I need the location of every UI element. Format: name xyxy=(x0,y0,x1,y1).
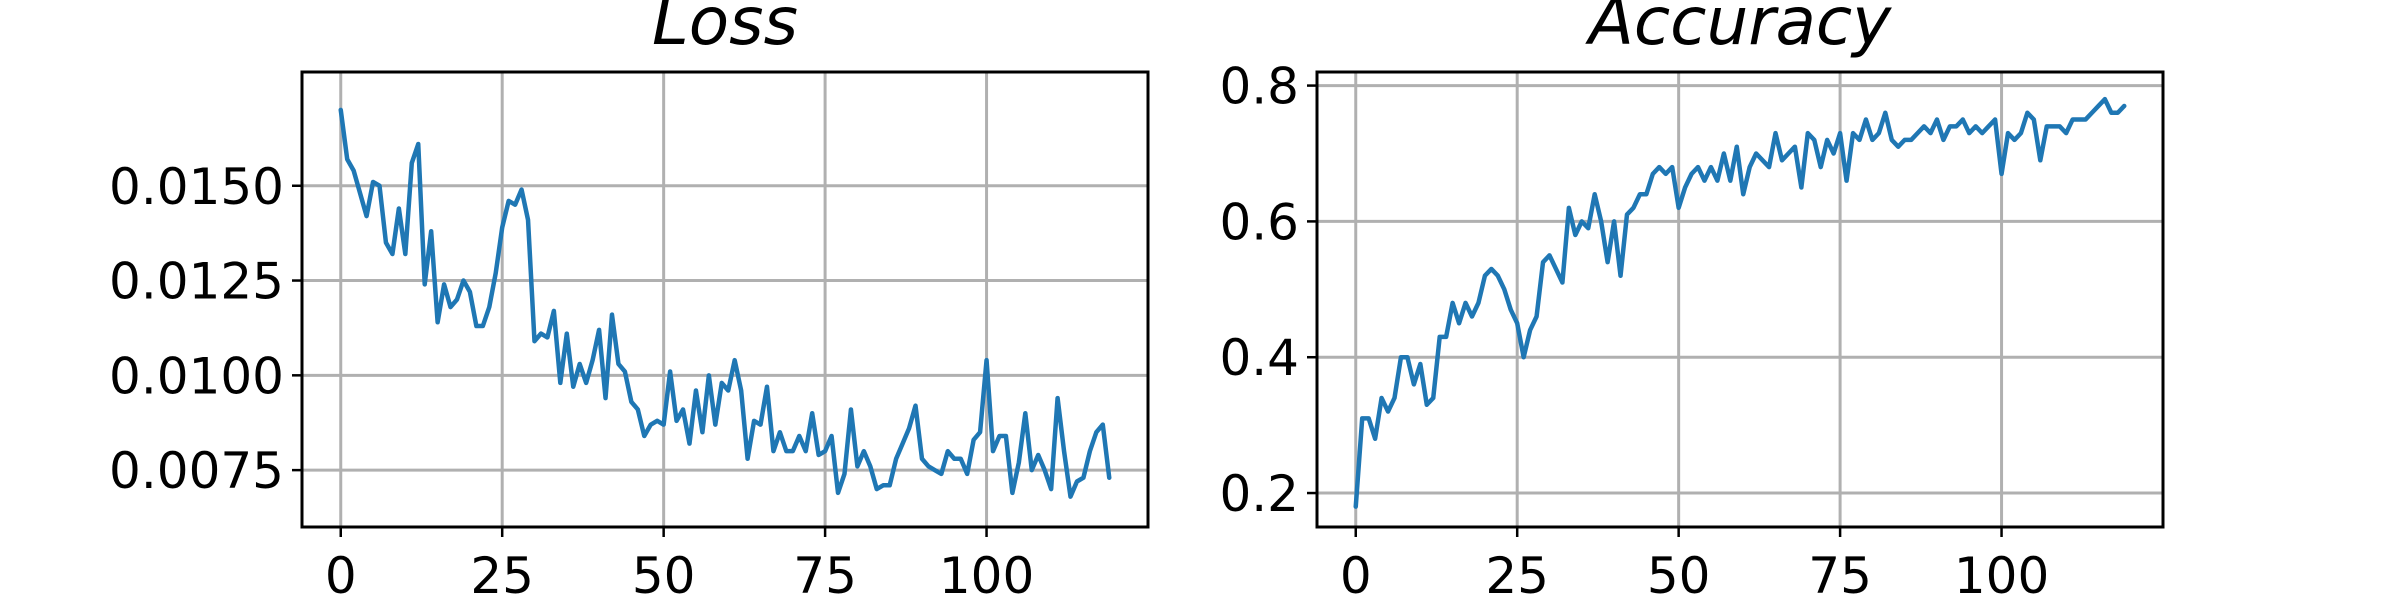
loss-chart-y-axis: 0.0075 0.0100 0.0125 0.0150 xyxy=(109,158,302,500)
loss-chart: Loss 0 25 50 75 100 0.0075 0.0100 0.0125 0.0150 xyxy=(109,0,1150,600)
loss-y-tick-label: 0.0125 xyxy=(109,253,284,311)
loss-chart-frame xyxy=(300,70,1150,529)
accuracy-x-tick-label: 75 xyxy=(1808,547,1872,600)
accuracy-x-tick-label: 0 xyxy=(1340,547,1372,600)
loss-chart-grid xyxy=(302,72,1148,527)
accuracy-chart-frame xyxy=(1315,70,2165,529)
accuracy-y-tick-label: 0.4 xyxy=(1219,329,1299,387)
loss-chart-title: Loss xyxy=(652,0,798,60)
accuracy-chart: Accuracy 0 25 50 75 100 0.2 0.4 0.6 0.8 xyxy=(1219,0,2165,600)
loss-x-tick-label: 25 xyxy=(470,547,534,600)
loss-y-tick-label: 0.0075 xyxy=(109,442,284,500)
accuracy-y-tick-label: 0.6 xyxy=(1219,193,1299,251)
loss-series-line xyxy=(338,107,1112,499)
loss-y-tick-label: 0.0150 xyxy=(109,158,284,216)
accuracy-series-line xyxy=(1353,96,2127,509)
accuracy-x-tick-label: 50 xyxy=(1647,547,1711,600)
accuracy-chart-title: Accuracy xyxy=(1585,0,1892,60)
accuracy-chart-grid xyxy=(1317,72,2163,527)
loss-x-tick-label: 50 xyxy=(632,547,696,600)
accuracy-chart-series xyxy=(1353,96,2127,509)
loss-chart-series xyxy=(338,107,1112,499)
loss-x-tick-label: 75 xyxy=(793,547,857,600)
accuracy-x-tick-label: 25 xyxy=(1485,547,1549,600)
loss-y-tick-label: 0.0100 xyxy=(109,347,284,405)
accuracy-y-tick-label: 0.8 xyxy=(1219,58,1299,116)
loss-chart-x-axis: 0 25 50 75 100 xyxy=(325,527,1034,600)
accuracy-y-tick-label: 0.2 xyxy=(1219,465,1299,523)
loss-x-tick-label: 100 xyxy=(939,547,1034,600)
accuracy-chart-x-axis: 0 25 50 75 100 xyxy=(1340,527,2049,600)
accuracy-x-tick-label: 100 xyxy=(1954,547,2049,600)
accuracy-chart-y-axis: 0.2 0.4 0.6 0.8 xyxy=(1219,58,1317,523)
loss-x-tick-label: 0 xyxy=(325,547,357,600)
